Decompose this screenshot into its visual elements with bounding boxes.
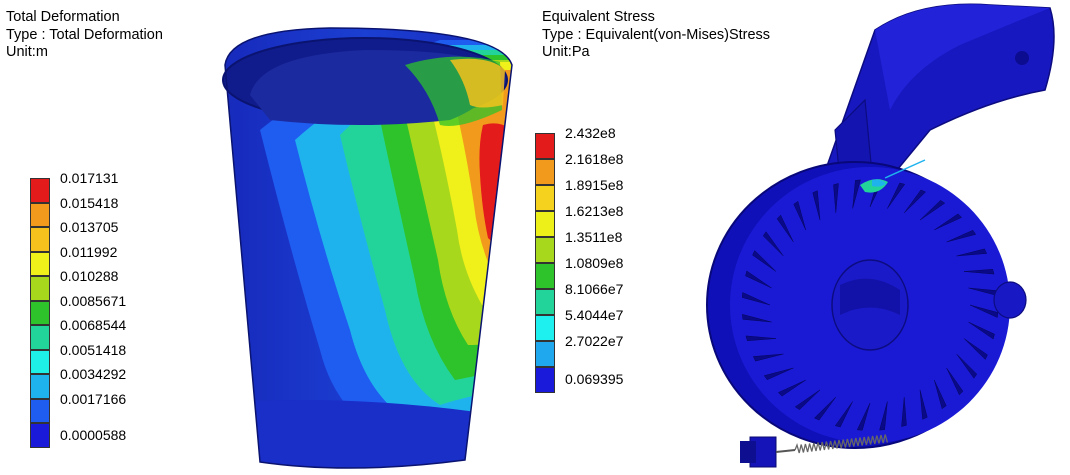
legend-swatch	[30, 349, 50, 374]
wheel-tooth	[903, 189, 927, 214]
legend-value: 0.015418	[60, 194, 119, 211]
equivalent-stress-panel: Equivalent Stress Type : Equivalent(von-…	[530, 0, 1070, 475]
wheel-tooth	[741, 292, 771, 306]
wheel-tooth	[762, 231, 784, 257]
legend-value: 0.017131	[60, 170, 119, 186]
wheel-tooth	[763, 367, 794, 381]
wheel-tooth	[834, 401, 853, 428]
legend-value: 0.0034292	[60, 366, 127, 382]
legend-swatch	[30, 374, 50, 399]
legend-value: 0.0000588	[60, 426, 127, 443]
legend-value: 1.6213e8	[565, 203, 624, 219]
wheel-tooth	[956, 353, 978, 379]
legend-value: 0.0017166	[60, 390, 127, 407]
wheel-tooth	[793, 200, 806, 231]
wheel-tooth	[901, 397, 907, 427]
wheel-tooth	[742, 314, 772, 323]
legend-swatch	[30, 178, 50, 203]
wheel-tooth	[946, 367, 964, 396]
deformation-title: Total Deformation	[6, 9, 120, 25]
legend-swatch	[535, 159, 555, 185]
legend-swatch	[535, 367, 555, 393]
legend-value: 0.0068544	[60, 317, 127, 333]
legend-swatch	[535, 133, 555, 159]
legend-value: 1.0809e8	[565, 255, 624, 271]
legend-value: 2.7022e7	[565, 333, 624, 349]
wheel-tooth	[887, 182, 906, 209]
legend-swatch	[30, 398, 50, 423]
deformation-unit-line: Unit:m	[6, 44, 48, 60]
legend-value: 1.8915e8	[565, 177, 624, 193]
wheel-tooth	[934, 379, 947, 410]
legend-swatch	[30, 325, 50, 350]
wheel-tooth	[833, 183, 839, 213]
wheel-tooth	[968, 321, 995, 340]
legend-value: 2.1618e8	[565, 151, 624, 167]
legend-swatch	[535, 341, 555, 367]
wheel-tooth	[919, 200, 946, 221]
wheel-tooth	[969, 304, 999, 318]
wheel-tooth	[752, 353, 784, 362]
legend-swatch	[30, 423, 50, 448]
stress-unit-line: Unit:Pa	[542, 44, 590, 60]
deformation-type-line: Type : Total Deformation	[6, 26, 163, 43]
legend-swatch	[535, 289, 555, 315]
wheel-tooth	[946, 229, 977, 243]
wheel-tooth	[813, 396, 837, 421]
wheel-tooth	[919, 389, 928, 420]
legend-value: 0.013705	[60, 219, 119, 235]
deformed-cone-model	[222, 27, 513, 469]
legend-value: 2.432e8	[565, 125, 616, 141]
wheel-tooth	[963, 268, 995, 275]
wheel-tooth	[956, 248, 988, 257]
legend-swatch	[535, 237, 555, 263]
legend-value: 0.0051418	[60, 341, 127, 358]
legend-swatch	[535, 211, 555, 237]
wheel-tooth	[752, 250, 777, 272]
stress-title: Equivalent Stress	[542, 9, 655, 25]
wheel-tooth	[794, 389, 821, 410]
legend-value: 0.010288	[60, 268, 119, 284]
stress-type-line: Type : Equivalent(von-Mises)Stress	[542, 26, 771, 43]
legend-value: 1.3511e8	[565, 229, 623, 245]
legend-swatch	[535, 263, 555, 289]
wheel-tooth	[963, 338, 988, 360]
wheel-tooth	[934, 213, 963, 231]
legend-value: 5.4044e7	[565, 307, 624, 323]
legend-value: 0.0085671	[60, 292, 127, 309]
legend-swatch	[30, 227, 50, 252]
legend-swatch	[30, 251, 50, 276]
legend-swatch	[535, 185, 555, 211]
legend-value: 8.1066e7	[565, 281, 624, 297]
wheel-tooth	[745, 335, 777, 342]
total-deformation-panel: Total Deformation Type : Total Deformati…	[0, 0, 530, 475]
deformation-header: Total Deformation Type : Total Deformati…	[6, 9, 163, 62]
wheel-tooth	[812, 190, 821, 221]
wheel-tooth	[879, 401, 888, 431]
wheel-tooth	[777, 379, 806, 397]
legend-swatch	[30, 276, 50, 301]
wheel-tooth	[856, 402, 871, 431]
stress-header: Equivalent Stress Type : Equivalent(von-…	[542, 9, 770, 62]
legend-value: 0.011992	[60, 243, 118, 260]
wheel-tooth	[745, 270, 772, 289]
wheel-tooth	[776, 214, 794, 243]
legend-swatch	[535, 315, 555, 341]
legend-swatch	[30, 202, 50, 227]
wheel-tooth	[852, 179, 861, 209]
ratchet-wheel-model	[706, 3, 1055, 468]
legend-swatch	[30, 300, 50, 325]
legend-value: 0.069395	[565, 370, 624, 387]
